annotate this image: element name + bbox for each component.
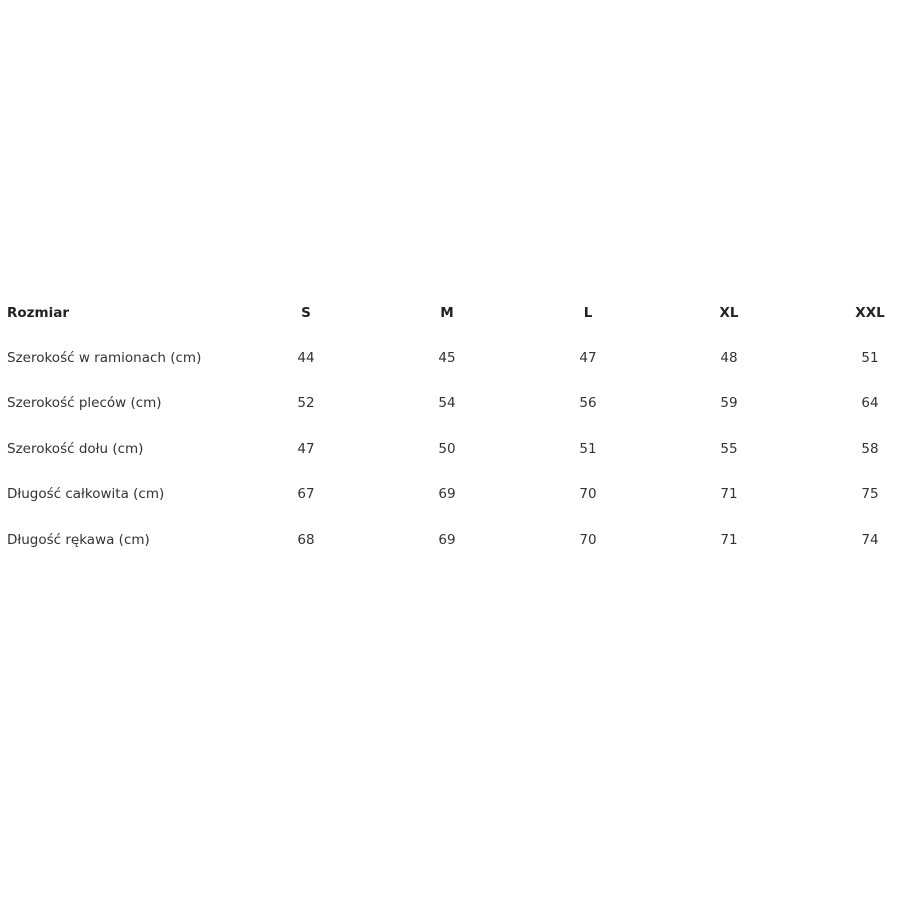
measurement-value: 70 [579,532,597,548]
row-label: Szerokość dołu (cm) [7,441,144,457]
measurement-value: 67 [297,486,315,502]
row-label: Długość rękawa (cm) [7,532,150,548]
measurement-value: 71 [720,486,738,502]
measurement-value: 58 [861,441,879,457]
measurement-value: 70 [579,486,597,502]
measurement-value: 56 [579,395,597,411]
header-size: XL [719,305,739,321]
measurement-value: 64 [861,395,879,411]
row-label: Szerokość pleców (cm) [7,395,162,411]
measurement-value: 45 [438,350,456,366]
measurement-value: 59 [720,395,738,411]
header-size: M [440,305,454,321]
measurement-value: 54 [438,395,456,411]
measurement-value: 47 [579,350,597,366]
measurement-value: 68 [297,532,315,548]
header-size: L [583,305,593,321]
measurement-value: 48 [720,350,738,366]
measurement-value: 69 [438,532,456,548]
measurement-value: 51 [579,441,597,457]
measurement-value: 75 [861,486,879,502]
header-label: Rozmiar [7,305,69,321]
row-label: Długość całkowita (cm) [7,486,165,502]
measurement-value: 69 [438,486,456,502]
measurement-value: 44 [297,350,315,366]
measurement-value: 50 [438,441,456,457]
measurement-value: 55 [720,441,738,457]
header-size: S [301,305,311,321]
header-size: XXL [855,305,885,321]
row-label: Szerokość w ramionach (cm) [7,350,202,366]
measurement-value: 74 [861,532,879,548]
measurement-value: 52 [297,395,315,411]
measurement-value: 71 [720,532,738,548]
measurement-value: 51 [861,350,879,366]
measurement-value: 47 [297,441,315,457]
